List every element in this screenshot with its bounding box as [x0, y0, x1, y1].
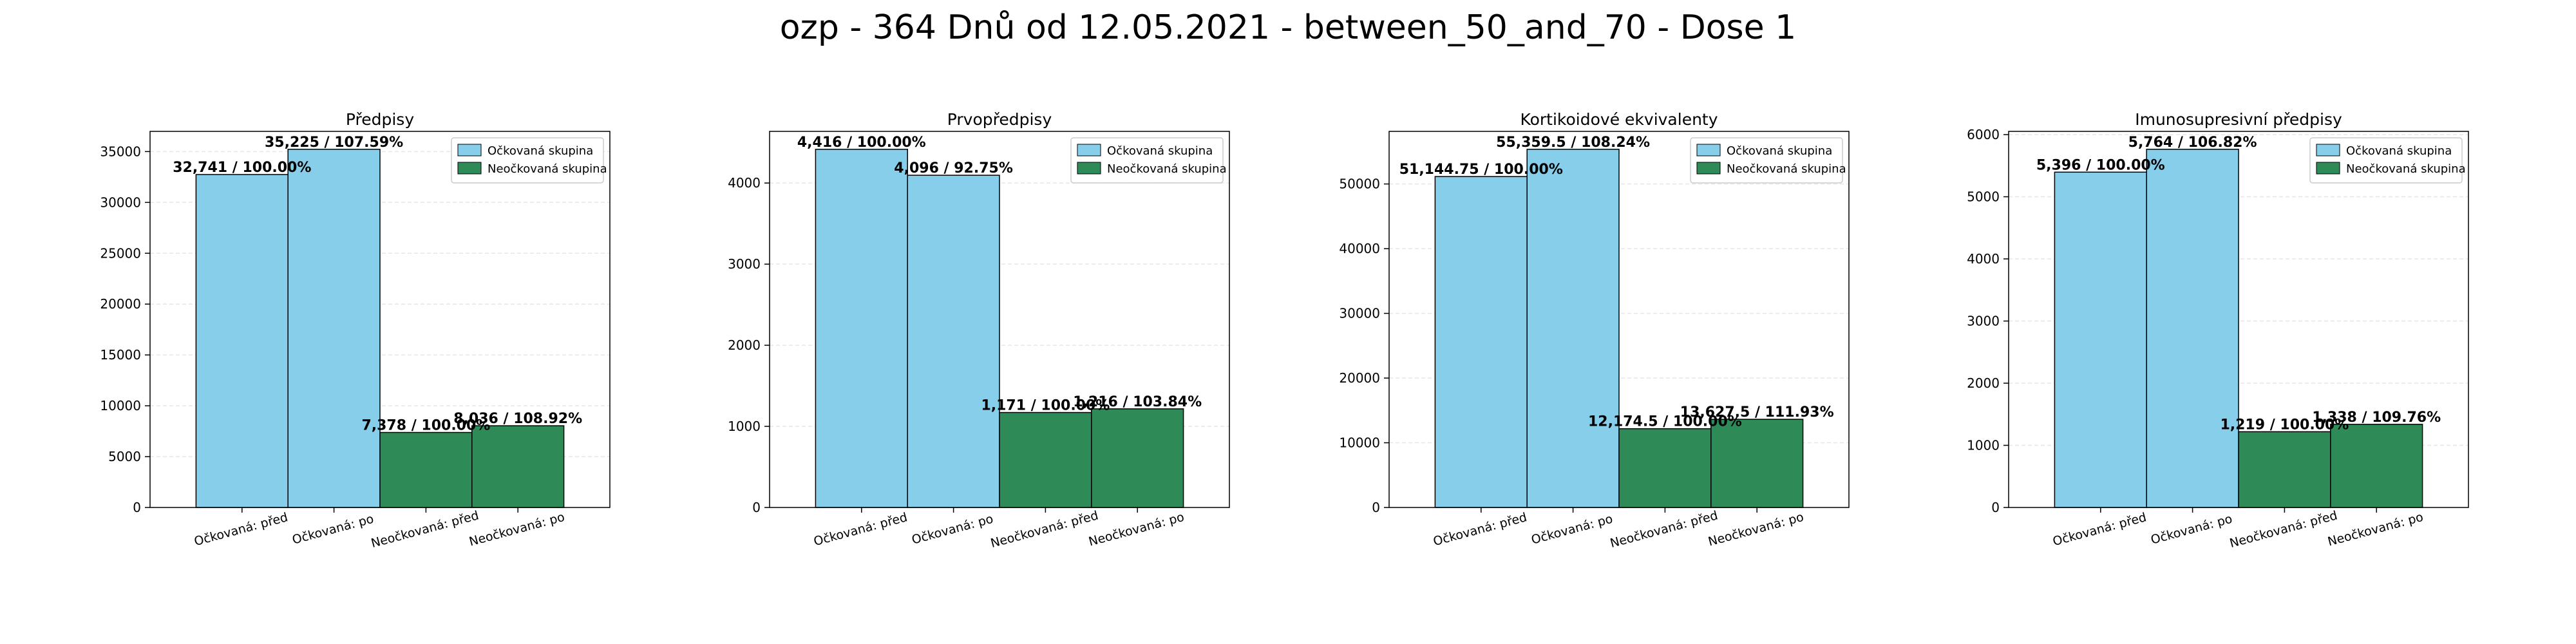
legend-swatch	[1696, 144, 1721, 156]
bar-value-label: 4,096 / 92.75%	[894, 160, 1013, 176]
y-tick-label: 30000	[100, 194, 141, 210]
y-tick-label: 4000	[1967, 251, 2000, 267]
bar	[1091, 408, 1184, 508]
bar-value-label: 1,171 / 100.00%	[981, 398, 1110, 414]
bar	[907, 175, 1000, 508]
bar	[815, 149, 908, 508]
bar-value-label: 4,416 / 100.00%	[797, 135, 926, 151]
y-tick-label: 20000	[100, 296, 141, 312]
legend-label: Neočkovaná skupina	[2346, 162, 2466, 176]
bar-value-label: 8,036 / 108.92%	[453, 411, 582, 427]
y-tick-label: 10000	[1339, 435, 1380, 451]
legend-box	[1690, 137, 1843, 184]
legend: Očkovaná skupina Neočkovaná skupina	[451, 137, 607, 184]
y-tick-label: 15000	[100, 347, 141, 363]
bar	[2238, 431, 2331, 508]
bar-value-label: 1,216 / 103.84%	[1073, 394, 1202, 410]
legend-swatch	[1696, 162, 1721, 175]
bar	[2054, 171, 2147, 508]
legend-label: Očkovaná skupina	[1727, 144, 1832, 158]
y-tick-label: 30000	[1339, 306, 1380, 321]
y-tick-label: 5000	[1967, 189, 2000, 205]
bar	[2330, 424, 2423, 508]
y-tick-label: 0	[752, 500, 761, 515]
bar-value-label: 5,764 / 106.82%	[2128, 135, 2257, 151]
legend-box	[2309, 137, 2463, 184]
legend-label: Očkovaná skupina	[488, 144, 593, 158]
legend-swatch	[2316, 162, 2340, 175]
bar-value-label: 13,627.5 / 111.93%	[1680, 404, 1834, 421]
axes-frame	[149, 131, 611, 508]
bar-value-label: 55,359.5 / 108.24%	[1496, 135, 1650, 151]
legend-box	[1070, 137, 1224, 184]
legend: Očkovaná skupina Neočkovaná skupina	[1070, 137, 1227, 184]
bar	[999, 412, 1092, 508]
bar	[1526, 149, 1620, 508]
bar-value-label: 32,741 / 100.00%	[173, 160, 311, 176]
bar-value-label: 51,144.75 / 100.00%	[1399, 162, 1563, 178]
legend-box	[451, 137, 604, 184]
legend-label: Neočkovaná skupina	[488, 162, 607, 176]
y-tick-label: 10000	[100, 398, 141, 413]
bar	[2146, 149, 2239, 508]
chart-title: Prvopředpisy	[947, 110, 1052, 129]
legend-swatch	[457, 162, 482, 175]
legend-swatch	[1077, 162, 1101, 175]
legend: Očkovaná skupina Neočkovaná skupina	[1690, 137, 1846, 184]
axes-frame	[769, 131, 1230, 508]
chart-title: Předpisy	[346, 110, 414, 129]
bar-value-label: 1,338 / 109.76%	[2312, 410, 2441, 426]
bar-value-label: 1,219 / 100.00%	[2220, 417, 2349, 433]
legend: Očkovaná skupina Neočkovaná skupina	[2309, 137, 2466, 184]
bar	[195, 174, 289, 508]
chart-title: Kortikoidové ekvivalenty	[1520, 110, 1718, 129]
y-tick-label: 5000	[108, 449, 141, 464]
bar	[471, 425, 565, 508]
y-tick-label: 50000	[1339, 176, 1380, 192]
legend-swatch	[1077, 144, 1101, 156]
bar-value-label: 12,174.5 / 100.00%	[1588, 414, 1742, 430]
figure-title: ozp - 364 Dnů od 12.05.2021 - between_50…	[780, 8, 1797, 47]
y-tick-label: 2000	[728, 337, 761, 353]
y-tick-label: 2000	[1967, 375, 2000, 391]
y-tick-label: 0	[1372, 500, 1380, 515]
legend-swatch	[2316, 144, 2340, 156]
legend-label: Očkovaná skupina	[2346, 144, 2452, 158]
bar	[1618, 428, 1712, 508]
bar	[379, 431, 473, 508]
legend-label: Neočkovaná skupina	[1727, 162, 1846, 176]
y-tick-label: 35000	[100, 144, 141, 159]
bar	[1434, 176, 1528, 508]
bar-value-label: 35,225 / 107.59%	[265, 135, 403, 151]
y-tick-label: 6000	[1967, 127, 2000, 142]
y-tick-label: 40000	[1339, 241, 1380, 256]
axes-frame	[1388, 131, 1850, 508]
y-tick-label: 3000	[728, 256, 761, 272]
y-tick-label: 0	[1991, 500, 2000, 515]
bar-value-label: 5,396 / 100.00%	[2036, 157, 2165, 173]
bar	[287, 149, 381, 508]
legend-label: Očkovaná skupina	[1107, 144, 1213, 158]
y-tick-label: 4000	[728, 175, 761, 191]
bar-value-label: 7,378 / 100.00%	[361, 418, 490, 434]
y-tick-label: 1000	[1967, 438, 2000, 453]
legend-swatch	[457, 144, 482, 156]
y-tick-label: 20000	[1339, 370, 1380, 386]
bar	[1710, 419, 1804, 508]
axes-frame	[2008, 131, 2469, 508]
y-tick-label: 3000	[1967, 314, 2000, 329]
y-tick-label: 25000	[100, 245, 141, 261]
legend-label: Neočkovaná skupina	[1107, 162, 1227, 176]
y-tick-label: 1000	[728, 419, 761, 434]
y-tick-label: 0	[133, 500, 141, 515]
chart-title: Imunosupresivní předpisy	[2135, 110, 2342, 129]
